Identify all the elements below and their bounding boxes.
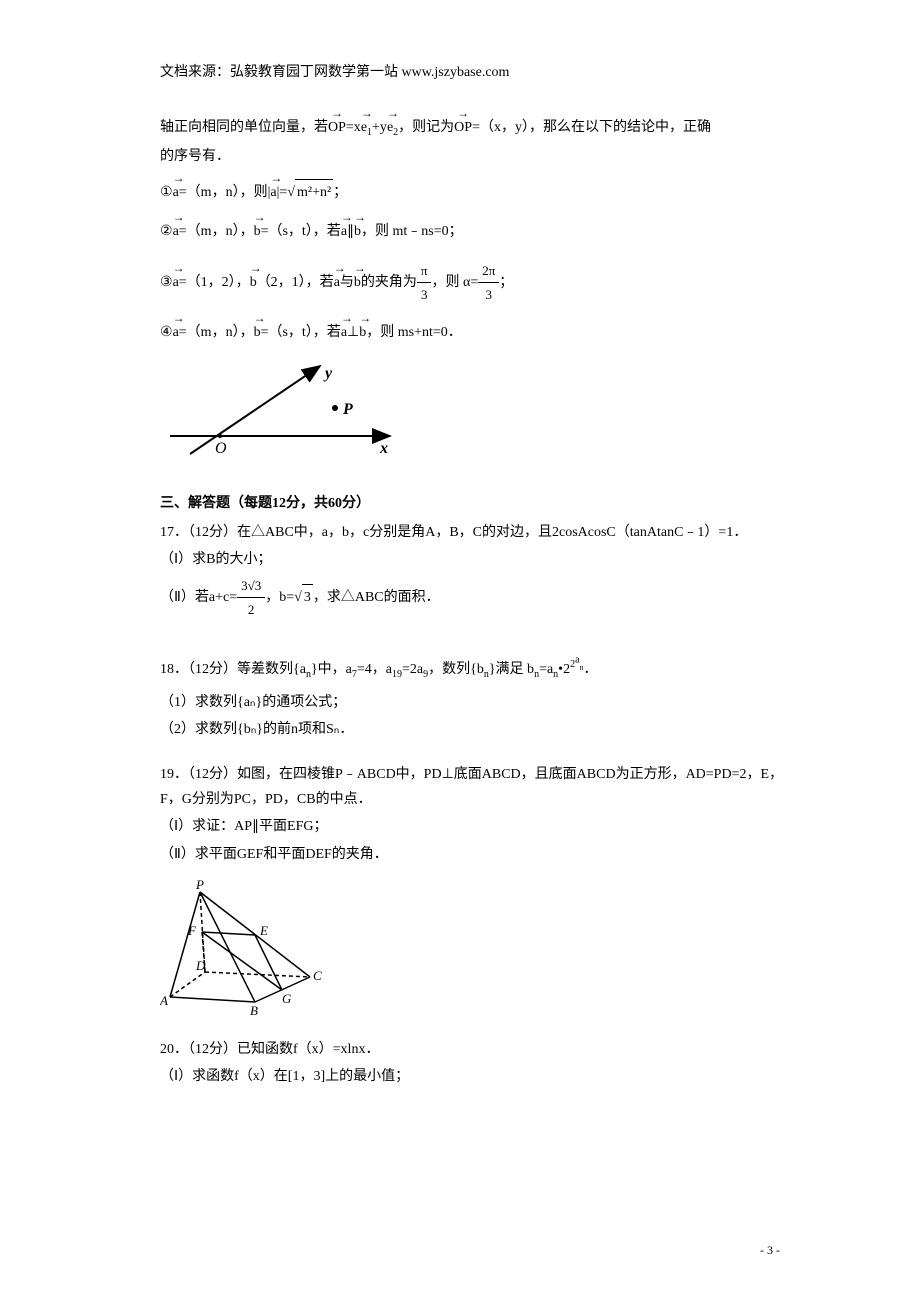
intro-text: =x <box>346 120 361 135</box>
vec-a: a <box>173 270 179 295</box>
vec-a: a <box>334 270 340 295</box>
fig1-x-label: x <box>379 440 388 457</box>
intro-text: ，则记为 <box>398 120 454 135</box>
q17-main: 17．（12分）在△ABC中，a，b，c分别是角A，B，C的对边，且2cosAc… <box>160 520 800 545</box>
sqrt-expr: m²+n² <box>295 179 333 205</box>
vec-b: b <box>254 219 261 244</box>
intro-line2: 的序号有． <box>160 144 800 169</box>
page-number: - 3 - <box>760 1240 780 1262</box>
vec-a: a <box>341 320 347 345</box>
vec-b: b <box>254 320 261 345</box>
vec-b: b <box>354 270 361 295</box>
item-3: ③a=（1，2），b（2，1），若a与b的夹角为π3，则 α=2π3； <box>160 259 800 307</box>
item-4: ④a=（m，n），b=（s，t），若a⊥b，则 ms+nt=0． <box>160 320 800 345</box>
vec-b: b <box>354 219 361 244</box>
fig2-B: B <box>250 1003 258 1017</box>
vec-OP: OP <box>454 115 472 140</box>
section-title: 三、解答题（每题12分，共60分） <box>160 491 800 516</box>
vec-a: a <box>173 219 179 244</box>
q18-p2: （2）求数列{bₙ}的前n项和Sₙ． <box>160 717 800 742</box>
fig2-A: A <box>160 993 168 1008</box>
q19-main: 19．（12分）如图，在四棱锥P﹣ABCD中，PD⊥底面ABCD，且底面ABCD… <box>160 762 800 812</box>
q20-p1: （Ⅰ）求函数f（x）在[1，3]上的最小值； <box>160 1064 800 1089</box>
fig2-P: P <box>195 877 204 892</box>
item-1: ①a=（m，n），则|a|=m²+n²； <box>160 179 800 205</box>
q17-p1: （Ⅰ）求B的大小； <box>160 547 800 572</box>
fig2-E: E <box>259 923 268 938</box>
vec-a: a <box>341 219 347 244</box>
page-header: 文档来源：弘毅教育园丁网数学第一站 www.jszybase.com <box>160 60 800 85</box>
figure-2: P E F D C A B G <box>160 877 800 1017</box>
fig2-D: D <box>195 958 206 973</box>
fig1-y-label: y <box>323 365 333 382</box>
vec-e1: e1 <box>361 115 372 142</box>
fig2-F: F <box>187 923 197 938</box>
intro-text: +y <box>372 120 387 135</box>
item-2: ②a=（m，n），b=（s，t），若a∥b，则 mt﹣ns=0； <box>160 219 800 244</box>
intro-text: 轴正向相同的单位向量，若 <box>160 120 328 135</box>
q19-p1: （Ⅰ）求证：AP∥平面EFG； <box>160 814 800 839</box>
vec-e2: e2 <box>387 115 398 142</box>
vec-a: a <box>173 320 179 345</box>
vec-a: a <box>173 180 179 205</box>
fig1-P-label: P <box>342 401 353 418</box>
fig2-G: G <box>282 991 292 1006</box>
vec-b: b <box>250 270 257 295</box>
fig1-O-label: O <box>215 440 227 457</box>
q17-p2: （Ⅱ）若a+c=3√32，b=3，求△ABC的面积． <box>160 574 800 622</box>
q18-p1: （1）求数列{aₙ}的通项公式； <box>160 690 800 715</box>
q19-p2: （Ⅱ）求平面GEF和平面DEF的夹角． <box>160 842 800 867</box>
fig2-C: C <box>313 968 322 983</box>
vec-OP: OP <box>328 115 346 140</box>
vec-b: b <box>359 320 366 345</box>
intro-text: =（x，y），那么在以下的结论中，正确 <box>472 120 711 135</box>
intro-line1: 轴正向相同的单位向量，若OP=xe1+ye2，则记为OP=（x，y），那么在以下… <box>160 115 800 142</box>
vec-a: a <box>270 180 276 205</box>
q18-main: 18．（12分）等差数列{an}中，a7=4，a19=2a9，数列{bn}满足 … <box>160 652 800 684</box>
q20-main: 20．（12分）已知函数f（x）=xlnx． <box>160 1037 800 1062</box>
figure-1: y P O x <box>160 356 800 466</box>
